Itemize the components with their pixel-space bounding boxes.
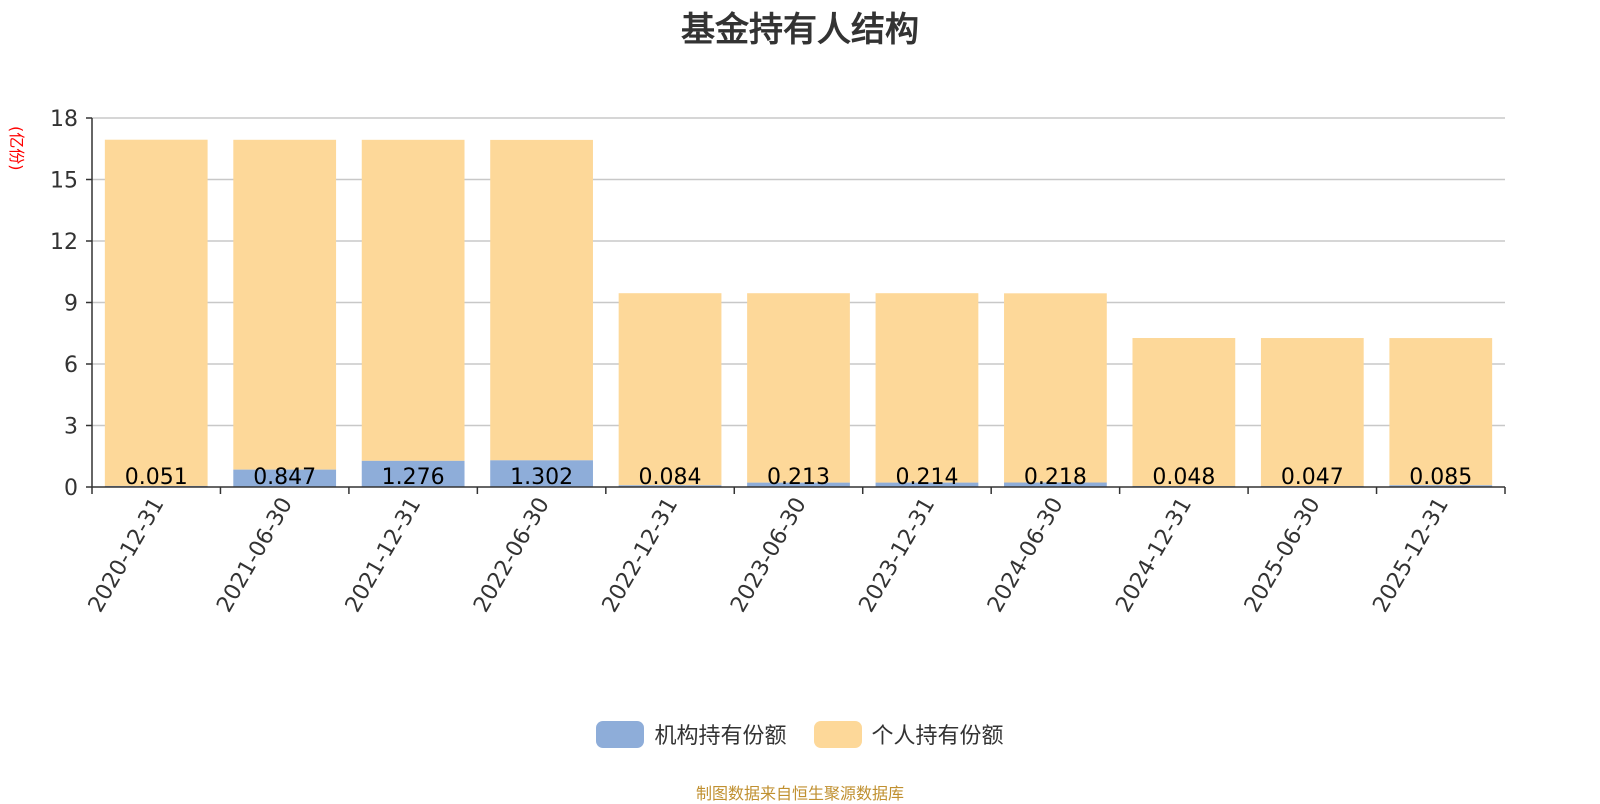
bar-institutional [233, 469, 337, 487]
bar-individual [361, 139, 465, 461]
bar-individual [1004, 293, 1107, 483]
data-label-institutional: 0.051 [125, 465, 188, 490]
x-tick-label: 2021-12-31 [341, 494, 427, 617]
bar-institutional [618, 485, 722, 487]
bar-individual [1389, 338, 1493, 486]
bar-individual [875, 293, 979, 483]
y-tick-label: 9 [64, 292, 78, 317]
bar-institutional [1389, 485, 1493, 487]
data-label-institutional: 0.084 [639, 465, 702, 490]
bar-individual [233, 139, 337, 470]
data-label-institutional: 0.847 [253, 465, 316, 490]
legend-item-individual[interactable]: 个人持有份额 [813, 718, 1004, 750]
y-tick-label: 15 [50, 169, 78, 194]
x-tick-label: 2025-06-30 [1240, 494, 1326, 617]
bar-individual [490, 139, 593, 461]
bar-institutional [875, 482, 979, 487]
x-tick-label: 2022-06-30 [469, 494, 555, 617]
x-tick-label: 2025-12-31 [1368, 494, 1454, 617]
legend-item-institutional[interactable]: 机构持有份额 [596, 718, 787, 750]
x-tick-label: 2024-06-30 [983, 494, 1069, 617]
data-source-note: 制图数据来自恒生聚源数据库 [695, 784, 904, 803]
legend: 机构持有份额 个人持有份额 [0, 718, 1600, 754]
x-tick-label: 2023-12-31 [855, 494, 941, 617]
bar-individual [104, 139, 208, 486]
x-tick-label: 2024-12-31 [1111, 494, 1197, 617]
data-label-institutional: 0.048 [1152, 465, 1215, 490]
y-tick-label: 0 [64, 476, 78, 501]
legend-swatch-institutional [596, 720, 645, 748]
bar-institutional [490, 460, 593, 487]
bar-individual [1260, 338, 1364, 487]
legend-swatch-individual [813, 720, 862, 748]
bar-institutional [1004, 482, 1107, 487]
x-tick-label: 2022-12-31 [598, 494, 684, 617]
data-label-institutional: 0.213 [767, 465, 830, 490]
x-tick-label: 2020-12-31 [84, 494, 170, 617]
data-label-institutional: 1.276 [382, 465, 445, 490]
data-label-institutional: 1.302 [510, 465, 573, 490]
stacked-bar-chart: 0 3 6 9 12 15 18 0.051 0.847 1.276 1.302 0.084 0.213… [50, 107, 1506, 617]
legend-label-individual: 个人持有份额 [871, 724, 1004, 749]
data-label-institutional: 0.085 [1409, 465, 1472, 490]
bar-individual [618, 293, 722, 486]
bar-institutional [361, 460, 465, 487]
x-tick-label: 2021-06-30 [212, 494, 298, 617]
bar-individual [747, 293, 850, 483]
chart-title: 基金持有人结构 [681, 10, 919, 50]
y-tick-label: 3 [64, 415, 78, 440]
y-tick-label: 18 [50, 107, 78, 132]
x-tick-label: 2023-06-30 [726, 494, 812, 617]
bar-institutional [747, 482, 850, 487]
y-tick-label: 6 [64, 353, 78, 378]
bar-individual [1132, 338, 1236, 487]
data-label-institutional: 0.047 [1281, 465, 1344, 490]
data-label-institutional: 0.214 [895, 465, 958, 490]
y-tick-label: 12 [50, 230, 78, 255]
legend-label-institutional: 机构持有份额 [654, 724, 787, 749]
data-label-institutional: 0.218 [1024, 465, 1087, 490]
